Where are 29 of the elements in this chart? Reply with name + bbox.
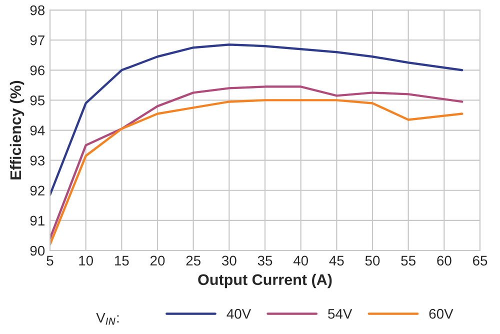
x-tick-label: 50 xyxy=(365,256,380,266)
y-tick-label: 90 xyxy=(30,246,45,256)
x-tick-label: 40 xyxy=(293,256,308,266)
x-tick-label: 35 xyxy=(258,256,272,266)
x-tick-label: 60 xyxy=(437,256,452,266)
x-axis-title: Output Current (A) xyxy=(198,274,332,288)
legend-label: 40V xyxy=(226,308,252,319)
x-tick-label: 15 xyxy=(115,256,129,266)
y-axis-title: Efficiency (%) xyxy=(10,80,24,180)
legend-title: V$_{IN}$: xyxy=(96,312,119,325)
y-tick-label: 97 xyxy=(30,35,44,46)
x-tick-label: 10 xyxy=(79,256,94,266)
y-tick-label: 93 xyxy=(30,156,45,166)
x-tick-label: 25 xyxy=(186,256,200,266)
x-tick-label: 30 xyxy=(222,256,236,266)
y-tick-label: 92 xyxy=(30,186,44,196)
legend-label: 60V xyxy=(429,308,454,319)
y-tick-label: 94 xyxy=(30,126,45,136)
y-tick-label: 95 xyxy=(30,96,45,106)
y-tick-label: 96 xyxy=(30,65,45,76)
x-tick-label: 65 xyxy=(472,256,488,266)
x-tick-label: 55 xyxy=(401,256,416,266)
y-tick-label: 98 xyxy=(30,5,45,16)
x-tick-label: 5 xyxy=(46,256,54,266)
x-tick-label: 45 xyxy=(329,256,344,266)
legend-label: 54V xyxy=(328,309,352,319)
x-tick-label: 20 xyxy=(150,256,165,266)
line-series xyxy=(50,43,464,196)
y-tick-label: 91 xyxy=(30,216,44,226)
